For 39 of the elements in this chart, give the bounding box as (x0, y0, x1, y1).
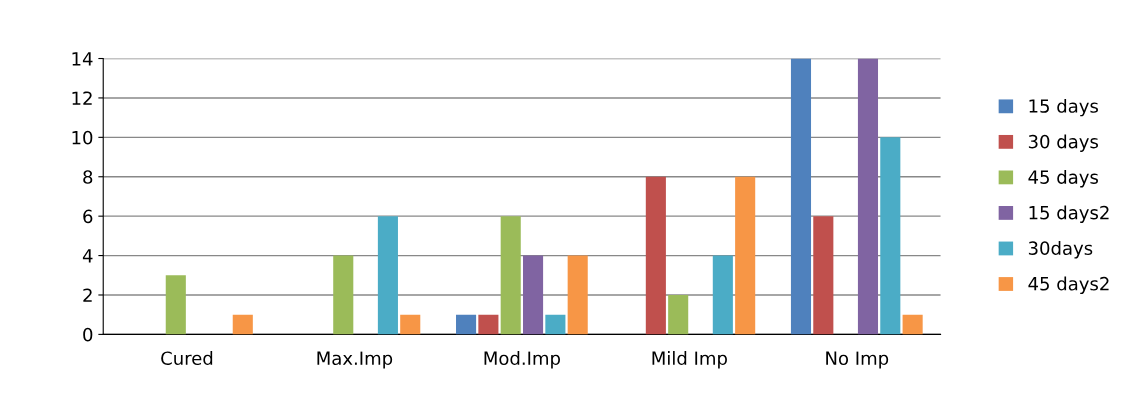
legend-label: 45 days2 (1028, 276, 1109, 295)
y-tick-label: 2 (83, 288, 92, 302)
bar (500, 216, 521, 335)
y-tick-label: 4 (82, 249, 93, 263)
bar (668, 294, 689, 335)
x-tick-label: Mod.Imp (484, 351, 560, 369)
bar (567, 255, 588, 335)
y-tick-label: 0 (83, 327, 93, 342)
legend-label: 15 days2 (1029, 205, 1109, 223)
bar (333, 255, 354, 335)
x-tick-label: No Imp (826, 351, 889, 369)
bar (735, 176, 756, 335)
y-tick-label: 10 (72, 130, 93, 145)
bar (790, 58, 812, 335)
bar (400, 314, 421, 335)
legend-label: 15 days (1029, 98, 1098, 117)
bar (545, 314, 566, 335)
legend-label: 30 days (1028, 134, 1098, 152)
x-tick-label: Max.Imp (317, 351, 393, 369)
bar (813, 216, 834, 335)
bar (523, 255, 544, 335)
bar (165, 275, 186, 335)
y-tick-label: 8 (83, 170, 93, 184)
x-tick-label: Mild Imp (652, 351, 727, 369)
bar (880, 137, 901, 335)
bar (902, 314, 923, 335)
y-tick-label: 6 (83, 209, 93, 224)
bar (377, 216, 398, 335)
bar (645, 176, 666, 335)
y-tick-label: 14 (72, 52, 93, 66)
legend-label: 45 days (1028, 169, 1098, 188)
bar (712, 255, 733, 335)
bar (232, 314, 253, 335)
x-tick-label: Cured (161, 351, 213, 366)
bar (478, 314, 499, 335)
legend-label: 30days (1028, 241, 1093, 259)
bar (456, 314, 477, 335)
bar (857, 58, 879, 335)
y-tick-label: 12 (72, 91, 92, 105)
